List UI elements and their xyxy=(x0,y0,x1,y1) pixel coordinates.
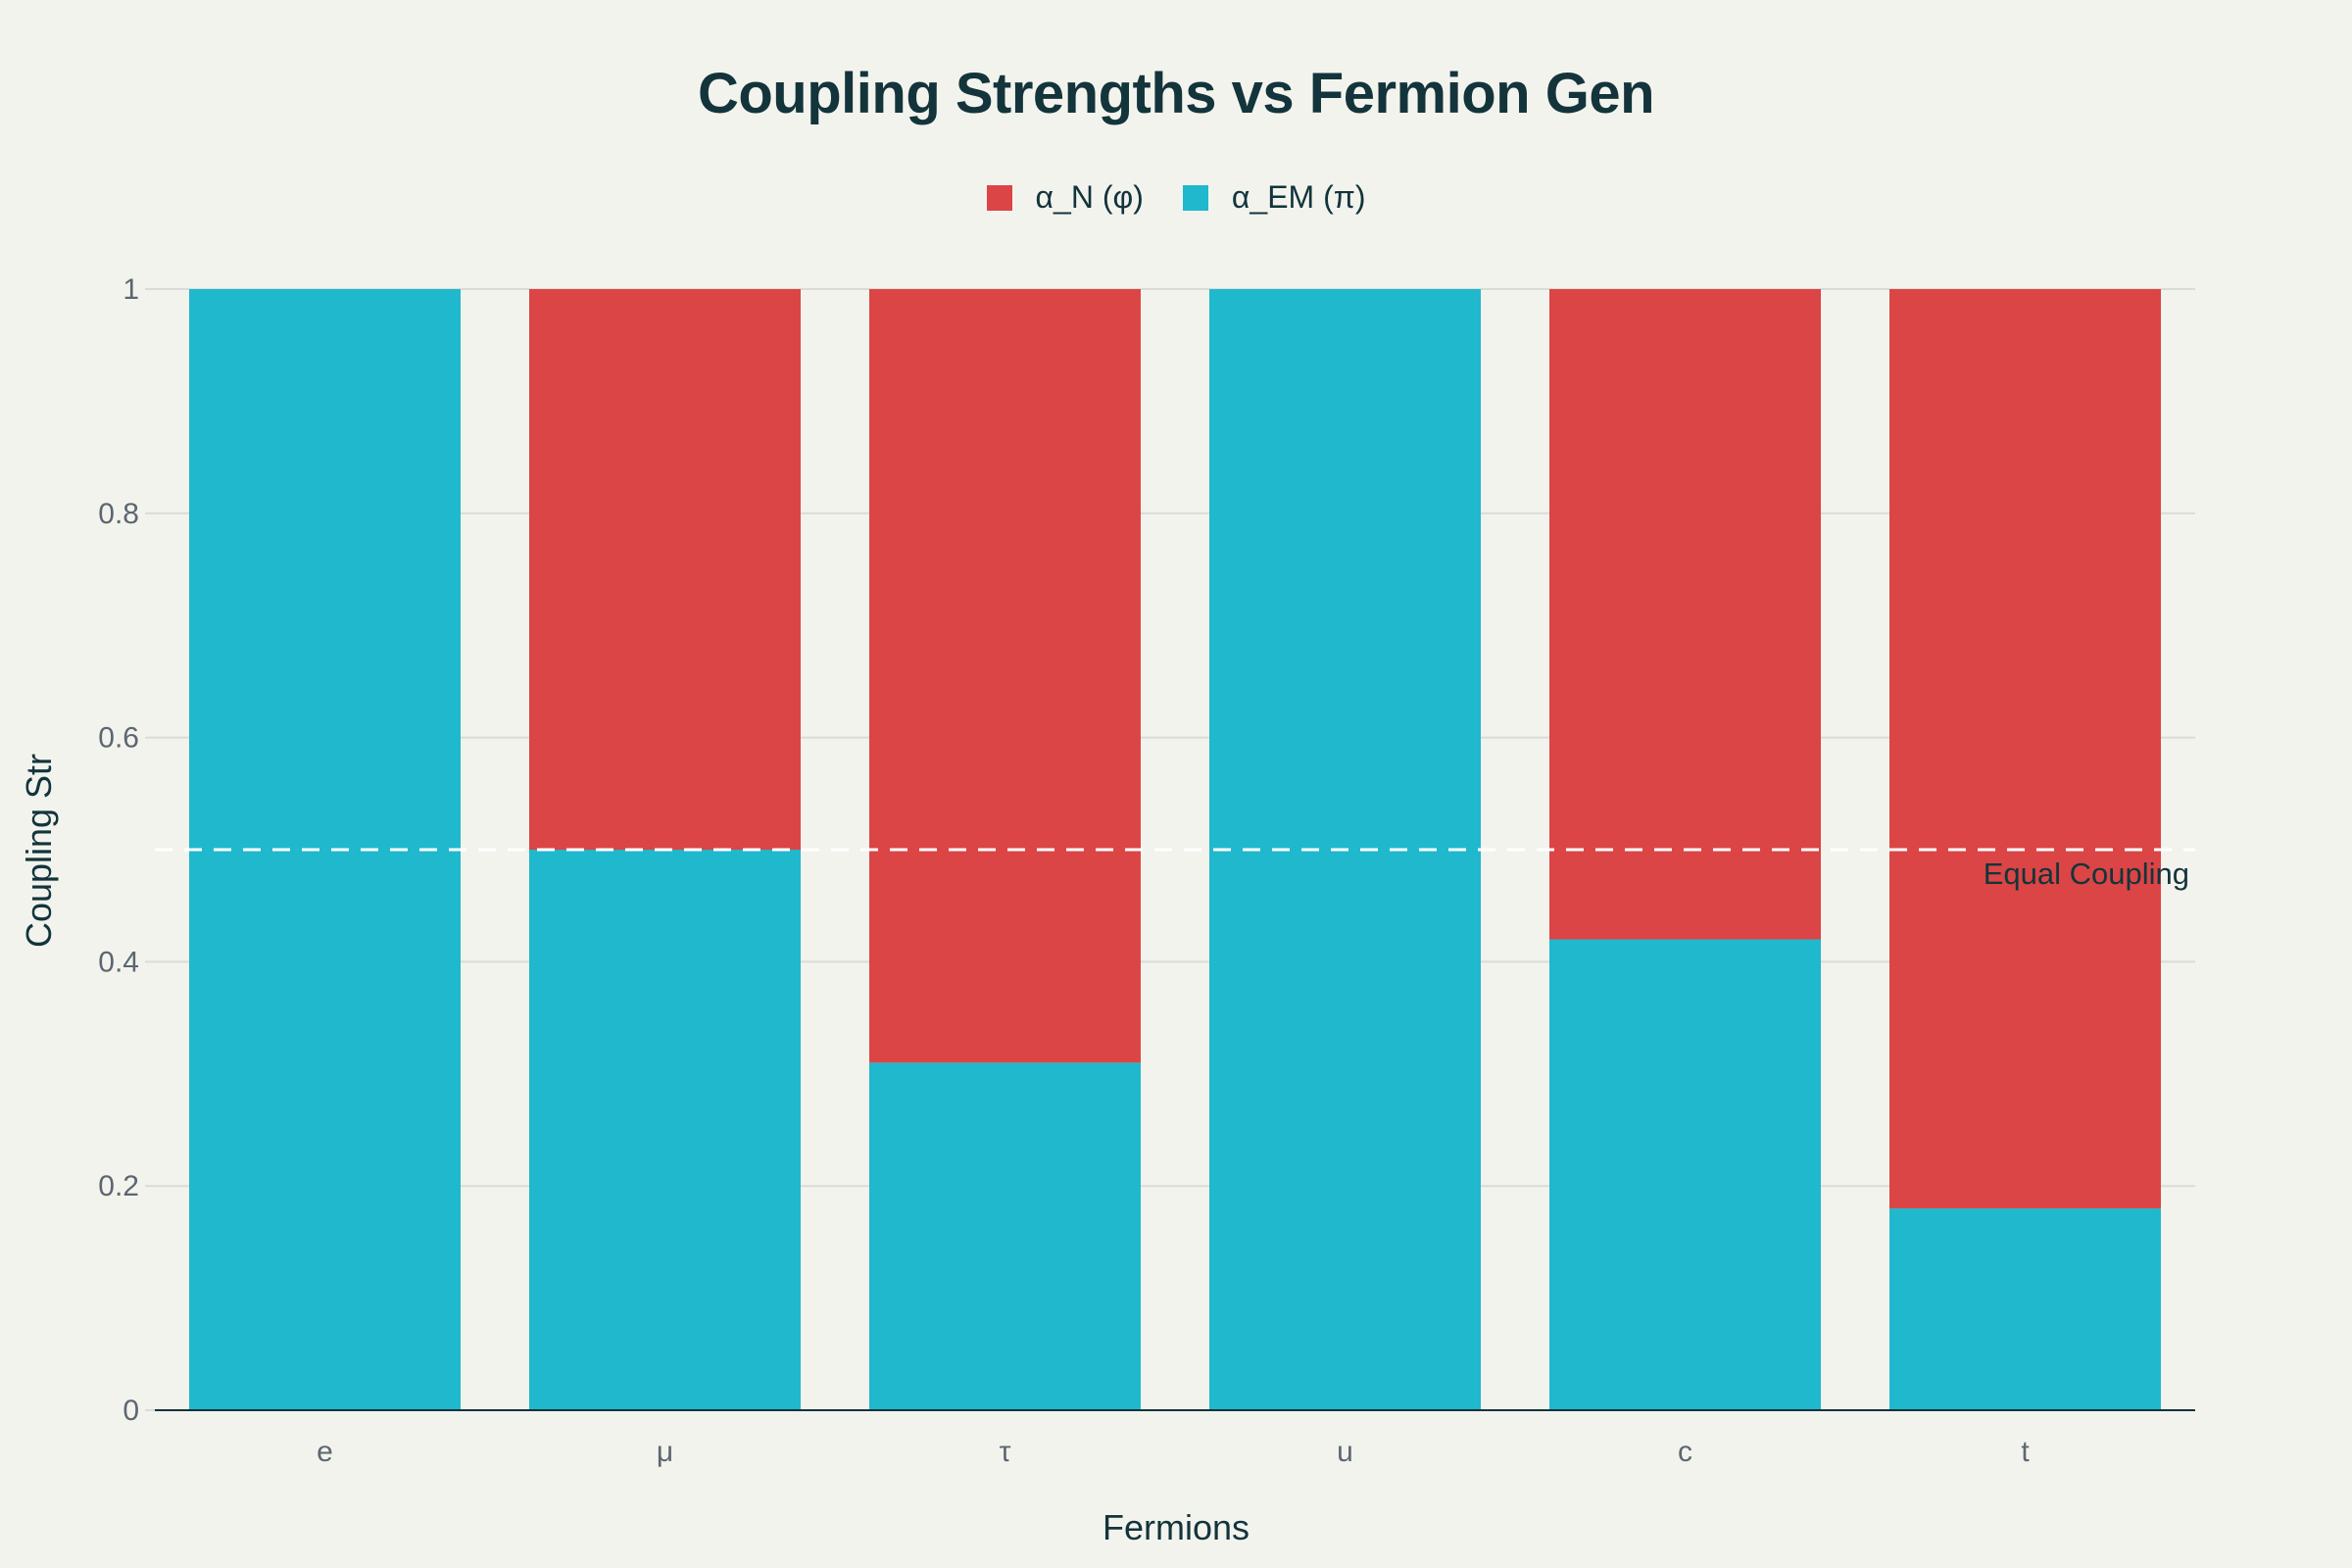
legend-swatch-alpha-n xyxy=(986,184,1012,211)
y-tick-label: 0.4 xyxy=(98,946,139,978)
x-tick-label: c xyxy=(1678,1436,1692,1468)
bar-alpha-n-2[interactable] xyxy=(869,289,1141,1063)
y-tick-label: 1 xyxy=(122,273,139,306)
legend: α_N (φ) α_EM (π) xyxy=(0,179,2352,216)
y-tick-label: 0 xyxy=(122,1395,139,1427)
legend-item-alpha-n[interactable]: α_N (φ) xyxy=(986,179,1144,216)
x-tick-label: μ xyxy=(657,1436,673,1468)
legend-label-alpha-em: α_EM (π) xyxy=(1231,179,1366,215)
legend-swatch-alpha-em xyxy=(1182,184,1208,211)
reference-line-label: Equal Coupling xyxy=(1984,857,2189,891)
bar-alpha-em-4[interactable] xyxy=(1549,939,1821,1410)
legend-item-alpha-em[interactable]: α_EM (π) xyxy=(1182,179,1366,216)
x-tick-label: t xyxy=(2021,1436,2030,1468)
y-tick-label: 0.8 xyxy=(98,498,139,530)
bar-alpha-em-1[interactable] xyxy=(529,850,801,1410)
x-tick-label: u xyxy=(1337,1436,1353,1468)
x-axis-label: Fermions xyxy=(1102,1507,1250,1547)
bar-alpha-n-4[interactable] xyxy=(1549,289,1821,940)
y-tick-label: 0.6 xyxy=(98,722,139,755)
bar-alpha-em-0[interactable] xyxy=(189,289,461,1410)
chart-title: Coupling Strengths vs Fermion Gen xyxy=(697,62,1655,125)
legend-label-alpha-n: α_N (φ) xyxy=(1035,179,1144,215)
bar-alpha-n-1[interactable] xyxy=(529,289,801,850)
bar-alpha-n-5[interactable] xyxy=(1889,289,2161,1209)
x-tick-label: e xyxy=(317,1436,333,1468)
x-tick-label: τ xyxy=(1000,1436,1011,1468)
bar-alpha-em-5[interactable] xyxy=(1889,1208,2161,1410)
bar-alpha-em-2[interactable] xyxy=(869,1062,1141,1410)
y-tick-label: 0.2 xyxy=(98,1170,139,1202)
